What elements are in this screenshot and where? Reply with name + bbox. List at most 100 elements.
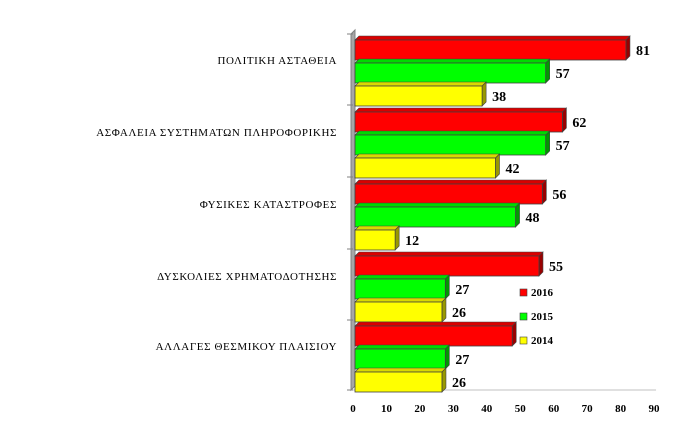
legend-swatch: [519, 288, 528, 297]
bar-front-face: [354, 134, 547, 156]
x-tick-label: 40: [481, 403, 493, 415]
bar-2016: [354, 35, 631, 61]
bar-top-face: [354, 153, 501, 159]
data-label: 42: [505, 162, 519, 177]
x-tick-label: 90: [649, 403, 661, 415]
bar-2014: [354, 367, 447, 393]
data-label: 27: [455, 283, 469, 298]
data-label: 26: [452, 376, 466, 391]
data-label: 12: [405, 234, 419, 249]
bar-side-face: [495, 153, 500, 179]
bar-top-face: [354, 81, 487, 87]
bar-2015: [354, 274, 451, 300]
x-tick-label: 70: [582, 403, 594, 415]
data-label: 81: [636, 44, 650, 59]
data-label: 62: [572, 116, 586, 131]
bar-front-face: [354, 62, 547, 84]
x-tick-label: 20: [414, 403, 426, 415]
bar-top-face: [354, 321, 517, 327]
legend: 2016 2015 2014: [519, 287, 554, 347]
axis-wall: [350, 28, 356, 392]
bar-top-face: [354, 107, 568, 113]
bar-front-face: [354, 301, 443, 323]
data-label: 27: [455, 353, 469, 368]
bar-top-face: [354, 130, 551, 136]
bar-2016: [354, 107, 568, 133]
bar-top-face: [354, 179, 548, 185]
bar-2016: [354, 321, 517, 347]
bar-front-face: [354, 348, 446, 370]
bar-2016: [354, 179, 548, 205]
bar-front-face: [354, 85, 483, 107]
x-tick-label: 0: [350, 403, 356, 415]
bar-side-face: [511, 321, 517, 347]
bar-top-face: [354, 297, 447, 303]
x-tick-label: 10: [381, 403, 393, 415]
bar-side-face: [445, 274, 450, 300]
bar-top-face: [354, 251, 544, 257]
category-label: ΦΥΣΙΚΕΣ ΚΑΤΑΣΤΡΟΦΕΣ: [200, 199, 337, 211]
data-label: 38: [492, 90, 506, 105]
bar-top-face: [354, 225, 400, 231]
bar-top-face: [354, 202, 521, 208]
bar-2015: [354, 130, 551, 156]
bar-side-face: [441, 367, 447, 393]
bar-side-face: [545, 58, 550, 84]
legend-label: 2014: [531, 335, 554, 347]
bar-side-face: [542, 179, 547, 205]
bar-side-face: [481, 81, 487, 107]
data-label: 57: [556, 67, 570, 82]
bar-front-face: [354, 157, 496, 179]
bar-front-face: [354, 371, 443, 393]
bar-front-face: [354, 183, 543, 205]
bar-front-face: [354, 325, 513, 347]
data-label: 57: [556, 139, 570, 154]
data-label: 48: [526, 211, 540, 226]
bar-front-face: [354, 278, 446, 300]
bar-top-face: [354, 344, 451, 350]
bar-front-face: [354, 229, 396, 251]
bar-side-face: [562, 107, 567, 133]
bar-top-face: [354, 35, 631, 41]
bar-side-face: [441, 297, 447, 323]
legend-label: 2015: [531, 311, 554, 323]
bar-top-face: [354, 367, 447, 373]
legend-swatch: [519, 336, 528, 345]
bar-2014: [354, 153, 501, 179]
x-tick-label: 80: [615, 403, 627, 415]
bar-front-face: [354, 39, 627, 61]
bar-2014: [354, 297, 447, 323]
x-tick-label: 50: [515, 403, 527, 415]
bar-front-face: [354, 255, 540, 277]
bar-front-face: [354, 206, 516, 228]
bar-2015: [354, 344, 451, 370]
bar-front-face: [354, 111, 563, 133]
bar-2014: [354, 225, 400, 251]
bar-top-face: [354, 58, 551, 64]
bar-2015: [354, 58, 551, 84]
bar-2014: [354, 81, 487, 107]
bars-layer: [354, 35, 631, 393]
legend-swatch: [519, 312, 528, 321]
bar-top-face: [354, 274, 451, 280]
bar-side-face: [538, 251, 544, 277]
x-tick-label: 60: [548, 403, 560, 415]
bar-side-face: [545, 130, 550, 156]
data-label: 26: [452, 306, 466, 321]
category-label: ΔΥΣΚΟΛΙΕΣ ΧΡΗΜΑΤΟΔΟΤΗΣΗΣ: [157, 271, 337, 283]
bar-side-face: [625, 35, 631, 61]
bar-2016: [354, 251, 544, 277]
category-label: ΠΟΛΙΤΙΚΗ ΑΣΤΑΘΕΙΑ: [217, 55, 337, 67]
category-label: ΑΣΦΑΛΕΙΑ ΣΥΣΤΗΜΑΤΩΝ ΠΛΗΡΟΦΟΡΙΚΗΣ: [96, 127, 337, 139]
bar-side-face: [515, 202, 520, 228]
data-label: 56: [552, 188, 566, 203]
x-tick-label: 30: [448, 403, 460, 415]
labels-layer: 0 10 20 30 40 50 60 70 80 90 ΠΟΛΙΤΙΚΗ ΑΣΤΑΘΕΙΑ ΑΣΦΑ…: [96, 44, 660, 415]
data-label: 55: [549, 260, 563, 275]
bar-side-face: [445, 344, 450, 370]
bar-side-face: [394, 225, 400, 251]
bar-2015: [354, 202, 521, 228]
category-label: ΑΛΛΑΓΕΣ ΘΕΣΜΙΚΟΥ ΠΛΑΙΣΙΟΥ: [156, 341, 337, 353]
legend-label: 2016: [531, 287, 554, 299]
